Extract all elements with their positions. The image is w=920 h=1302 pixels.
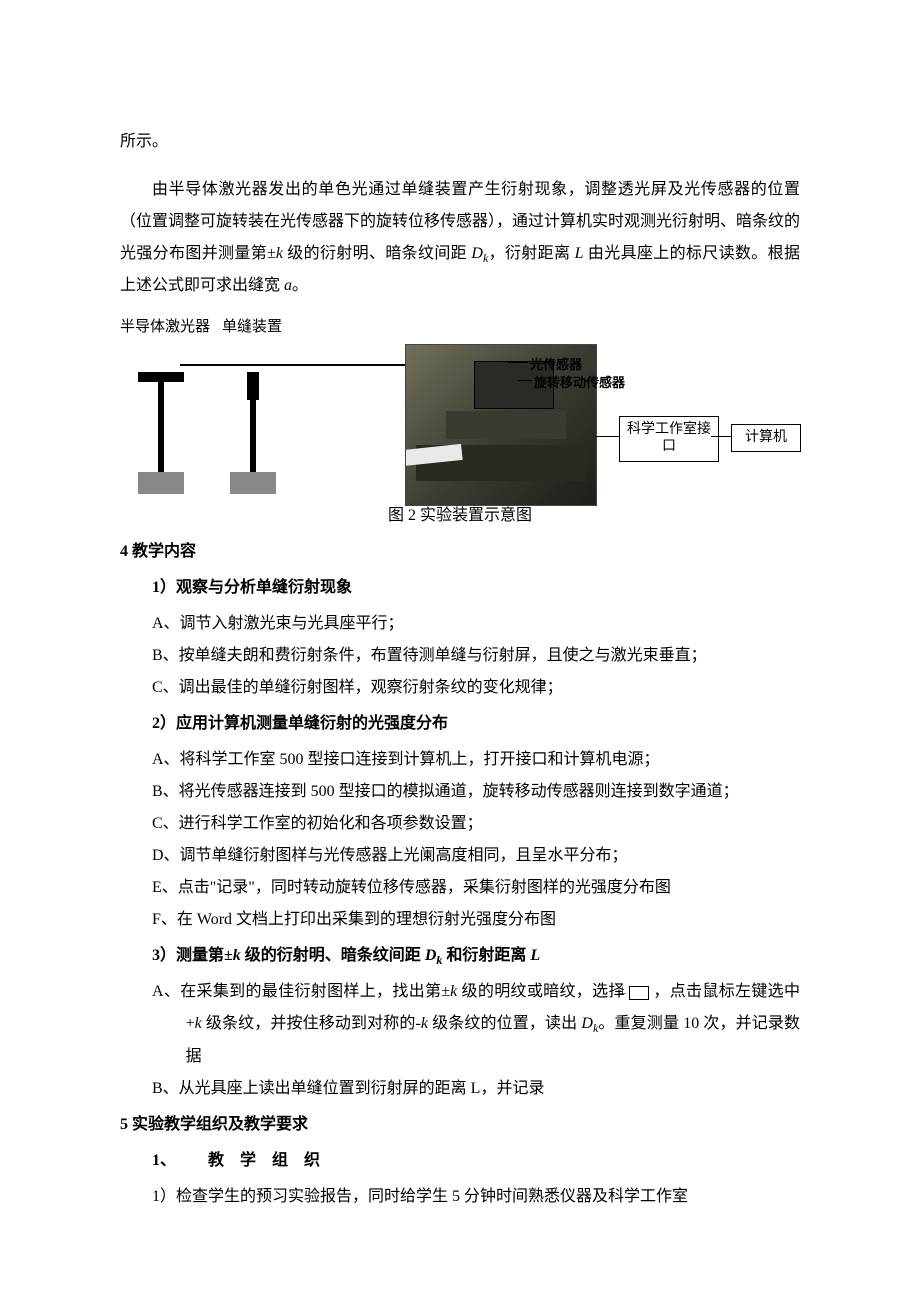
link-line-right — [711, 436, 731, 437]
sec4-2-c: C、进行科学工作室的初始化和各项参数设置； — [120, 808, 800, 840]
selection-tool-icon: ⊥ — [629, 986, 649, 1000]
sec4-heading: 4 教学内容 — [120, 536, 800, 568]
sec4-3-dk: Dk — [425, 947, 443, 964]
sec5-sub1-num: 1、 — [152, 1152, 176, 1169]
sec4-1-a: A、调节入射激光束与光具座平行； — [120, 608, 800, 640]
leader-line-1 — [508, 362, 528, 363]
sec4-3-mid: 级的衍射明、暗条纹间距 — [241, 947, 425, 964]
sec5-sub1-label: 教学组织 — [176, 1145, 320, 1177]
sec5-item1: 1）检查学生的预习实验报告，同时给学生 5 分钟时间熟悉仪器及科学工作室 — [120, 1181, 800, 1213]
sec4-1-c: C、调出最佳的单缝衍射图样，观察衍射条纹的变化规律； — [120, 672, 800, 704]
sec4-3-k: k — [233, 947, 241, 964]
apparatus-diagram: 光传感器 旋转移动传感器 科学工作室接口 计算机 — [120, 344, 800, 514]
interface-box: 科学工作室接口 — [619, 416, 719, 462]
sec5-sub1: 1、教学组织 — [120, 1145, 800, 1177]
intro-fragment: 所示。 — [120, 126, 800, 158]
sec4-3-b: B、从光具座上读出单缝位置到衍射屏的距离 L，并记录 — [120, 1073, 800, 1105]
sec4-2-a: A、将科学工作室 500 型接口连接到计算机上，打开接口和计算机电源； — [120, 744, 800, 776]
computer-box: 计算机 — [731, 424, 801, 452]
sec4-2-e: E、点击"记录"，同时转动旋转位移传感器，采集衍射图样的光强度分布图 — [120, 872, 800, 904]
intro-paragraph: 由半导体激光器发出的单色光通过单缝装置产生衍射现象，调整透光屏及光传感器的位置（… — [120, 174, 800, 302]
sec4-3-a: A、在采集到的最佳衍射图样上，找出第±k 级的明纹或暗纹，选择 ⊥ ，点击鼠标左… — [120, 976, 800, 1072]
link-line-left — [595, 436, 619, 437]
sec4-2-f: F、在 Word 文档上打印出采集到的理想衍射光强度分布图 — [120, 904, 800, 936]
sec4-2-b: B、将光传感器连接到 500 型接口的模拟通道，旋转移动传感器则连接到数字通道； — [120, 776, 800, 808]
document-page: 所示。 由半导体激光器发出的单色光通过单缝装置产生衍射现象，调整透光屏及光传感器… — [0, 0, 920, 1273]
laser-beam-arrow — [180, 364, 420, 366]
sec4-1-heading: 1）观察与分析单缝衍射现象 — [120, 572, 800, 604]
leader-line-2 — [518, 380, 532, 381]
diagram-top-labels: 半导体激光器 单缝装置 — [120, 312, 800, 342]
laser-stand — [138, 372, 184, 494]
anno-rotary-sensor: 旋转移动传感器 — [534, 370, 625, 396]
sec4-3-l: L — [530, 947, 540, 964]
sec4-2-d: D、调节单缝衍射图样与光传感器上光阑高度相同，且呈水平分布； — [120, 840, 800, 872]
sec4-3-heading: 3）测量第±k 级的衍射明、暗条纹间距 Dk 和衍射距离 L — [120, 940, 800, 972]
sec5-heading: 5 实验教学组织及教学要求 — [120, 1109, 800, 1141]
sec4-1-b: B、按单缝夫朗和费衍射条件，布置待测单缝与衍射屏，且使之与激光束垂直； — [120, 640, 800, 672]
label-slit: 单缝装置 — [222, 312, 282, 342]
sec4-2-heading: 2）应用计算机测量单缝衍射的光强度分布 — [120, 708, 800, 740]
sec4-3-mid2: 和衍射距离 — [442, 947, 530, 964]
label-laser: 半导体激光器 — [120, 312, 210, 342]
sec4-3-prefix: 3）测量第± — [152, 947, 233, 964]
slit-stand — [230, 372, 276, 494]
